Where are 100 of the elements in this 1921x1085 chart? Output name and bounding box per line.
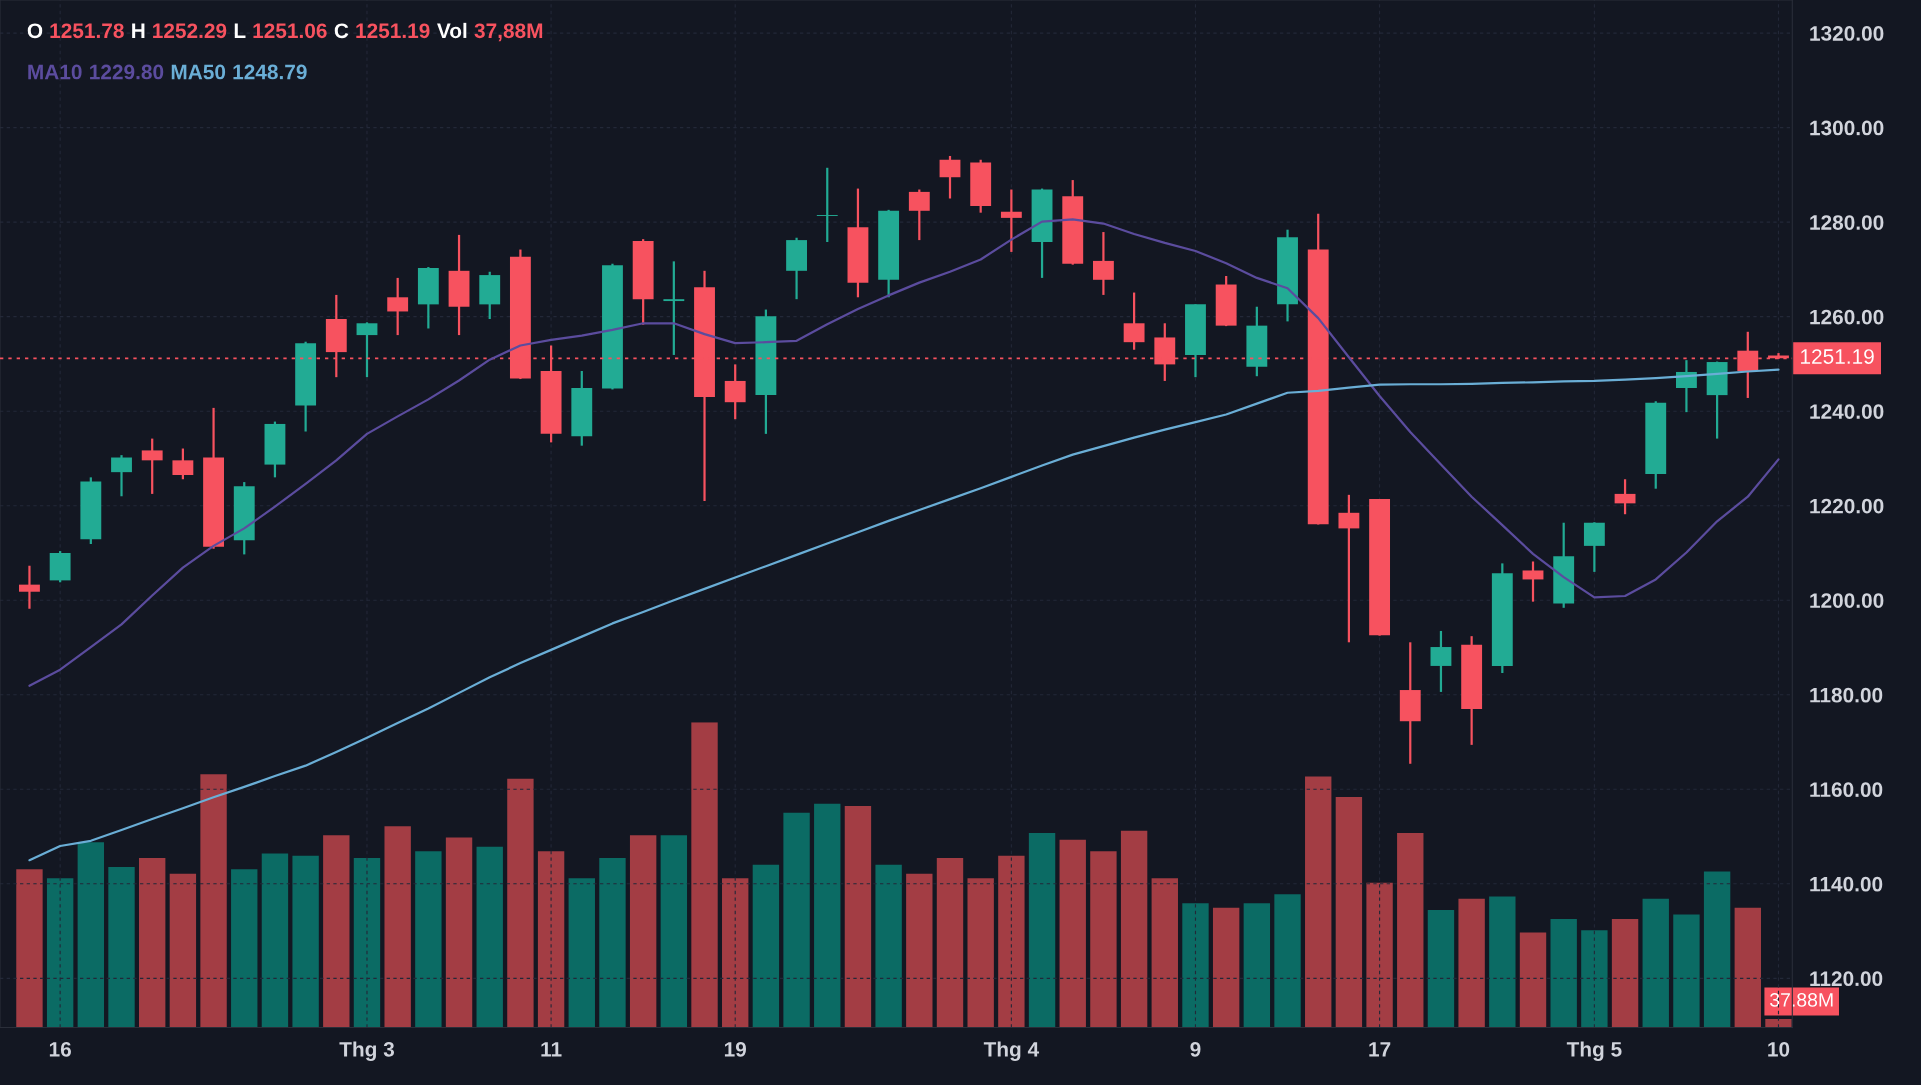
x-tick-label: Thg 5 xyxy=(1566,1041,1622,1061)
bar xyxy=(507,778,534,1028)
bar xyxy=(1734,907,1761,1028)
candlestick xyxy=(724,363,746,421)
bar xyxy=(1243,903,1271,1028)
candlestick xyxy=(908,188,930,242)
bar xyxy=(1274,894,1301,1028)
y-tick-label: 1140.00 xyxy=(1810,876,1883,892)
bar xyxy=(1120,830,1148,1028)
bar xyxy=(1335,796,1363,1028)
bar xyxy=(1397,833,1424,1028)
bar xyxy=(1366,882,1393,1028)
text: MA50 xyxy=(171,64,226,80)
y-tick-label: 1220.00 xyxy=(1810,498,1884,514)
ref-line-label: 1251.19 xyxy=(1801,349,1874,364)
bar xyxy=(691,722,718,1028)
bar xyxy=(752,864,780,1028)
x-tick-label: 10 xyxy=(1768,1041,1790,1057)
bar xyxy=(1458,898,1485,1028)
line-series xyxy=(28,218,1780,687)
candlestick xyxy=(19,564,40,610)
x-tick-label: 11 xyxy=(541,1042,562,1057)
candlestick xyxy=(111,454,132,498)
y-tick-label: 1120.00 xyxy=(1810,971,1883,987)
candlestick xyxy=(1092,230,1114,297)
y-tick-label: 1320.00 xyxy=(1810,26,1884,41)
bar xyxy=(1028,833,1056,1028)
bar xyxy=(415,851,442,1028)
y-tick-label: 1180.00 xyxy=(1810,687,1883,703)
candlestick xyxy=(939,154,961,200)
bar xyxy=(967,878,994,1028)
bar xyxy=(77,842,105,1028)
y-tick-label: 1240.00 xyxy=(1810,404,1884,419)
candlestick xyxy=(141,437,163,496)
bar xyxy=(1182,903,1209,1028)
x-tick-label: 19 xyxy=(724,1041,747,1057)
bar xyxy=(476,846,503,1028)
candlestick xyxy=(387,276,409,337)
bar xyxy=(1642,898,1669,1028)
x-tick-label: 17 xyxy=(1369,1042,1391,1057)
bar xyxy=(722,878,749,1028)
bar xyxy=(844,805,872,1028)
bar xyxy=(814,803,841,1028)
bar xyxy=(1550,918,1577,1028)
bar xyxy=(783,812,810,1028)
candlestick xyxy=(1430,629,1452,694)
candlestick xyxy=(816,166,838,244)
y-tick-label: 1260.00 xyxy=(1810,309,1884,325)
bar xyxy=(261,853,289,1028)
bar xyxy=(599,857,626,1028)
bar xyxy=(1059,839,1086,1028)
bar xyxy=(1305,776,1332,1028)
bar xyxy=(46,878,74,1028)
bar xyxy=(139,857,166,1028)
bar xyxy=(108,867,135,1028)
bar xyxy=(1151,878,1178,1028)
candlestick xyxy=(1522,560,1544,603)
bar xyxy=(1427,909,1455,1028)
bar xyxy=(445,837,473,1028)
bar xyxy=(1489,896,1516,1028)
bar xyxy=(998,855,1025,1028)
candlestick xyxy=(1123,291,1145,351)
bar xyxy=(16,869,43,1028)
bar xyxy=(568,878,595,1028)
bar xyxy=(169,873,197,1028)
candlestick xyxy=(1583,521,1605,573)
bar xyxy=(1611,918,1639,1028)
x-tick-label: Thg 3 xyxy=(339,1041,395,1061)
bar xyxy=(384,826,411,1028)
y-tick-label: 1300.00 xyxy=(1810,120,1884,136)
candlestick xyxy=(172,447,194,481)
bar xyxy=(1090,851,1117,1028)
candlestick xyxy=(663,260,685,357)
bar xyxy=(1703,871,1731,1028)
bar xyxy=(231,869,258,1028)
candlestick xyxy=(356,321,378,379)
bar xyxy=(629,835,657,1028)
bar xyxy=(1581,930,1608,1028)
bar xyxy=(537,851,565,1028)
candlestick xyxy=(1614,478,1636,516)
bar xyxy=(875,864,902,1028)
y-tick-label: 1200.00 xyxy=(1810,593,1884,608)
candlestick xyxy=(1338,493,1360,644)
annotation: 1248.79 xyxy=(233,64,307,80)
annotation: 1229.80 xyxy=(90,64,164,80)
candlestick xyxy=(1000,188,1022,254)
text: MA10 xyxy=(28,64,82,80)
y-tick-label: 1160.00 xyxy=(1810,782,1883,798)
x-tick-label: 16 xyxy=(49,1041,71,1057)
bar xyxy=(323,835,350,1028)
bar xyxy=(200,774,227,1028)
bar xyxy=(906,873,933,1028)
text: O 1251.78 H 1252.29 L 1251.06 C 1251.19 Vol 37,88M xyxy=(27,22,543,42)
bar xyxy=(292,855,319,1028)
bar xyxy=(936,857,964,1028)
x-tick-label: Thg 4 xyxy=(983,1041,1040,1061)
x-tick-label: 9 xyxy=(1190,1041,1201,1057)
bar xyxy=(660,835,688,1028)
bar xyxy=(1765,1018,1792,1028)
bar xyxy=(1673,914,1700,1028)
